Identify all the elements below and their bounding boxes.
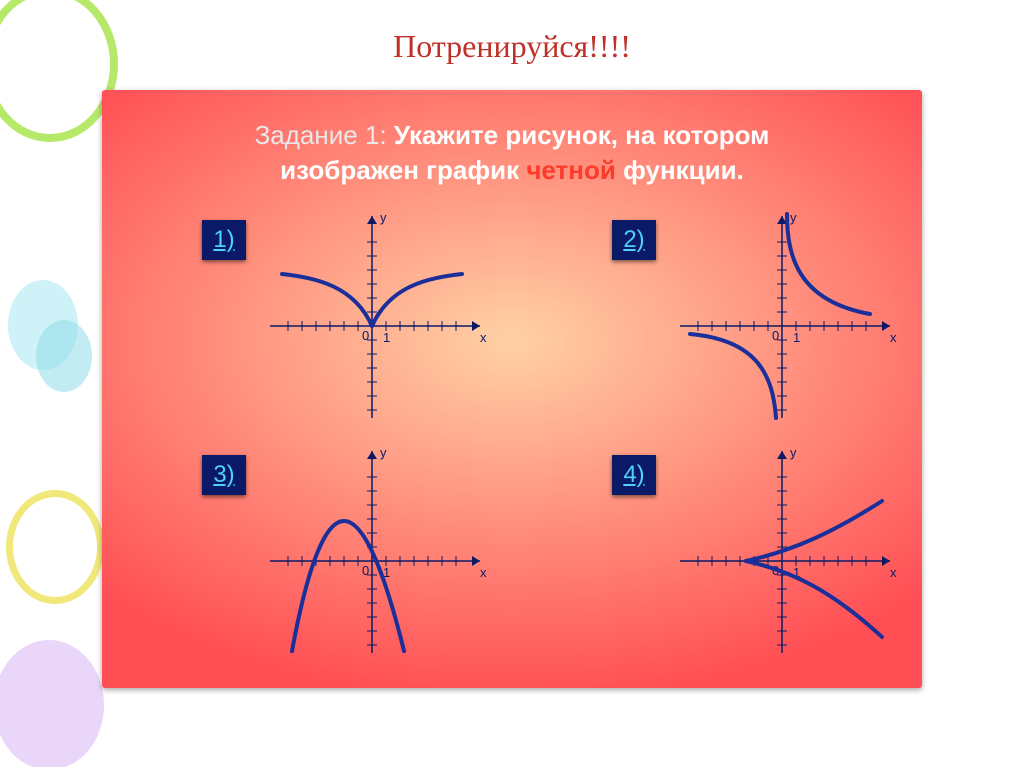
option-label-2: 2) xyxy=(623,226,644,254)
task-highlight: четной xyxy=(526,155,616,185)
svg-text:y: y xyxy=(790,210,797,225)
svg-text:0: 0 xyxy=(362,328,369,343)
plot-1: 01 x y xyxy=(262,206,492,426)
plot-3: 01xy xyxy=(262,441,492,661)
cell-3: 3) 01xy xyxy=(102,441,512,676)
balloon-green xyxy=(0,0,118,142)
task-label: Задание 1: xyxy=(255,120,394,150)
option-button-3[interactable]: 3) xyxy=(202,455,246,495)
option-button-4[interactable]: 4) xyxy=(612,455,656,495)
svg-text:y: y xyxy=(380,445,387,460)
cell-2: 2) 01 x y xyxy=(512,206,922,441)
svg-text:1: 1 xyxy=(793,330,800,345)
svg-text:x: x xyxy=(480,330,487,345)
svg-text:x: x xyxy=(480,565,487,580)
svg-text:y: y xyxy=(790,445,797,460)
task-text: Задание 1: Укажите рисунок, на котором и… xyxy=(102,118,922,188)
cell-1: 1) 01 x y xyxy=(102,206,512,441)
task-prompt-2b: функции. xyxy=(623,155,744,185)
cell-4: 4) 01xy xyxy=(512,441,922,676)
svg-text:0: 0 xyxy=(362,563,369,578)
plot-grid: 1) 01xy 2) 01xy 3) 01xy 4) 01xy xyxy=(102,206,922,676)
option-button-1[interactable]: 1) xyxy=(202,220,246,260)
option-button-2[interactable]: 2) xyxy=(612,220,656,260)
option-label-3: 3) xyxy=(213,461,234,489)
balloon-cyan-2 xyxy=(36,320,92,392)
svg-text:x: x xyxy=(890,330,897,345)
task-prompt-1: Укажите рисунок, на котором xyxy=(394,120,770,150)
page: Потренируйся!!!! Задание 1: Укажите рису… xyxy=(0,0,1024,767)
plot-4: 01xy xyxy=(672,441,902,661)
option-label-4: 4) xyxy=(623,461,644,489)
balloon-violet xyxy=(0,640,104,767)
svg-text:0: 0 xyxy=(772,328,779,343)
option-label-1: 1) xyxy=(213,226,234,254)
plot-2: 01 x y xyxy=(672,206,902,426)
balloon-yellow xyxy=(6,490,104,604)
svg-text:1: 1 xyxy=(383,330,390,345)
svg-text:x: x xyxy=(890,565,897,580)
task-prompt-2a: изображен график xyxy=(280,155,526,185)
slide: Задание 1: Укажите рисунок, на котором и… xyxy=(102,90,922,688)
page-title-text: Потренируйся!!!! xyxy=(393,28,631,64)
page-title: Потренируйся!!!! xyxy=(0,28,1024,65)
svg-text:y: y xyxy=(380,210,387,225)
